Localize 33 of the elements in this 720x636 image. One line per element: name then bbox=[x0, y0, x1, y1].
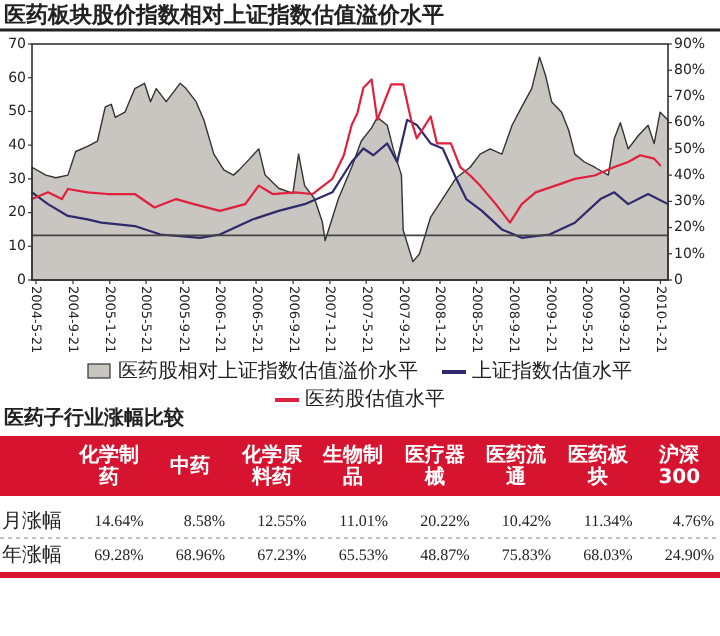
data-label: 68.03% bbox=[583, 545, 634, 564]
chart-title: 医药板块股价指数相对上证指数估值溢价水平 bbox=[4, 2, 444, 28]
legend-label: 医药股估值水平 bbox=[305, 387, 445, 412]
text: 月涨幅 bbox=[2, 509, 62, 534]
legend-label: 医药股相对上证指数估值溢价水平 bbox=[118, 359, 418, 384]
line-series bbox=[30, 118, 670, 239]
data-label: 11.01% bbox=[339, 511, 389, 530]
data-label: 8.58% bbox=[183, 511, 226, 530]
category-label: 化学制药 bbox=[76, 442, 139, 489]
data-label: 68.96% bbox=[175, 545, 226, 564]
data-label: 48.87% bbox=[420, 545, 471, 564]
data-label: 12.55% bbox=[257, 511, 308, 530]
category-label: 化学原料药 bbox=[239, 442, 302, 489]
data-label: 65.53% bbox=[338, 545, 389, 564]
data-label: 4.76% bbox=[672, 511, 715, 530]
line-series bbox=[30, 78, 662, 224]
data-label: 10.42% bbox=[501, 511, 552, 530]
data-label: 24.90% bbox=[664, 545, 715, 564]
data-label: 75.83% bbox=[501, 545, 552, 564]
legend-label: 上证指数估值水平 bbox=[472, 359, 632, 384]
category-label: 医药板块 bbox=[567, 442, 630, 489]
category-label: 生物制品 bbox=[321, 442, 384, 489]
data-label: 11.34% bbox=[583, 511, 634, 530]
text: 医药子行业涨幅比较 bbox=[4, 406, 186, 430]
category-label: 中药 bbox=[170, 453, 211, 478]
text: 年涨幅 bbox=[2, 543, 62, 568]
data-label: 69.28% bbox=[94, 545, 145, 564]
data-label: 20.22% bbox=[420, 511, 471, 530]
data-label: 67.23% bbox=[257, 545, 308, 564]
category-label: 沪深300 bbox=[657, 442, 702, 489]
data-label: 14.64% bbox=[94, 511, 145, 530]
category-label: 医疗器械 bbox=[404, 442, 465, 489]
category-label: 医药流通 bbox=[486, 442, 549, 489]
